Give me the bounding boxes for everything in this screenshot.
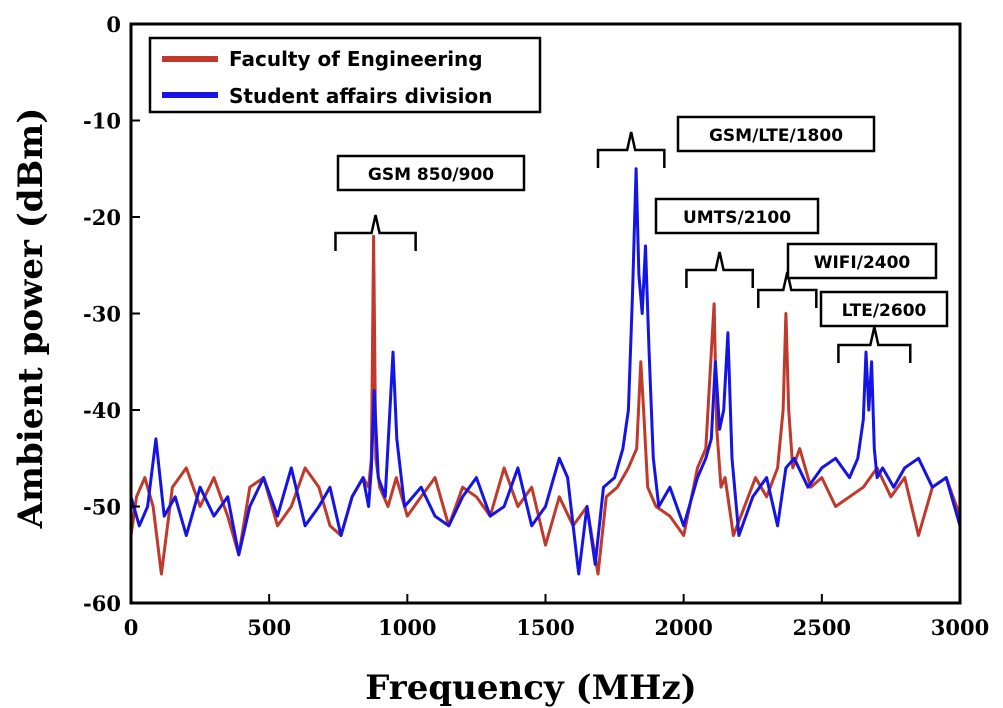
annotation-label: LTE/2600 (842, 301, 927, 321)
series-line-student (129, 167, 962, 576)
annotation-label: WIFI/2400 (814, 253, 911, 273)
x-tick-label: 1500 (516, 615, 574, 640)
annotation-box (336, 154, 526, 192)
legend-box (148, 36, 542, 114)
x-tick-label: 2000 (654, 615, 712, 640)
legend-label-student: Student affairs division (229, 84, 492, 108)
legend-label-faculty: Faculty of Engineering (229, 47, 483, 71)
annotation-box (654, 197, 820, 235)
y-tick-label: -10 (83, 109, 121, 134)
y-tick-label: -20 (83, 205, 121, 230)
annotation-layer: GSM 850/900 GSM/LTE/1800 UMTS/2100 WIFI/240… (334, 115, 949, 363)
series-layer (129, 167, 962, 576)
annotation-box (786, 242, 938, 280)
x-tick-label: 2500 (793, 615, 851, 640)
annotation-box (819, 290, 949, 328)
y-tick-label: -30 (83, 302, 121, 327)
y-tick-label: -50 (83, 495, 121, 520)
y-axis-title: Ambient power (dBm) (11, 108, 51, 530)
tick-layer: 0 500 1000 1500 2000 2500 3000 0 -10 -20 -30 -40 -50… (83, 12, 989, 640)
annotation-label: GSM 850/900 (368, 165, 494, 185)
x-tick-label: 1000 (378, 615, 436, 640)
y-tick-label: -40 (83, 398, 121, 423)
x-tick-label: 500 (247, 615, 291, 640)
y-tick-label: -60 (83, 591, 121, 616)
x-tick-label: 3000 (931, 615, 989, 640)
annotation-bracket (596, 131, 666, 168)
series-line-faculty (129, 234, 962, 576)
annotation-bracket (685, 251, 754, 288)
annotation-box (676, 115, 876, 153)
annotation-label: UMTS/2100 (683, 208, 791, 228)
annotation-label: GSM/LTE/1800 (709, 126, 843, 146)
y-tick-label: 0 (106, 12, 121, 37)
x-tick-label: 0 (124, 615, 139, 640)
annotation-bracket (334, 214, 417, 251)
x-axis-title: Frequency (MHz) (365, 668, 696, 708)
annotation-bracket (837, 326, 912, 363)
legend: Faculty of Engineering Student affairs d… (148, 36, 542, 114)
